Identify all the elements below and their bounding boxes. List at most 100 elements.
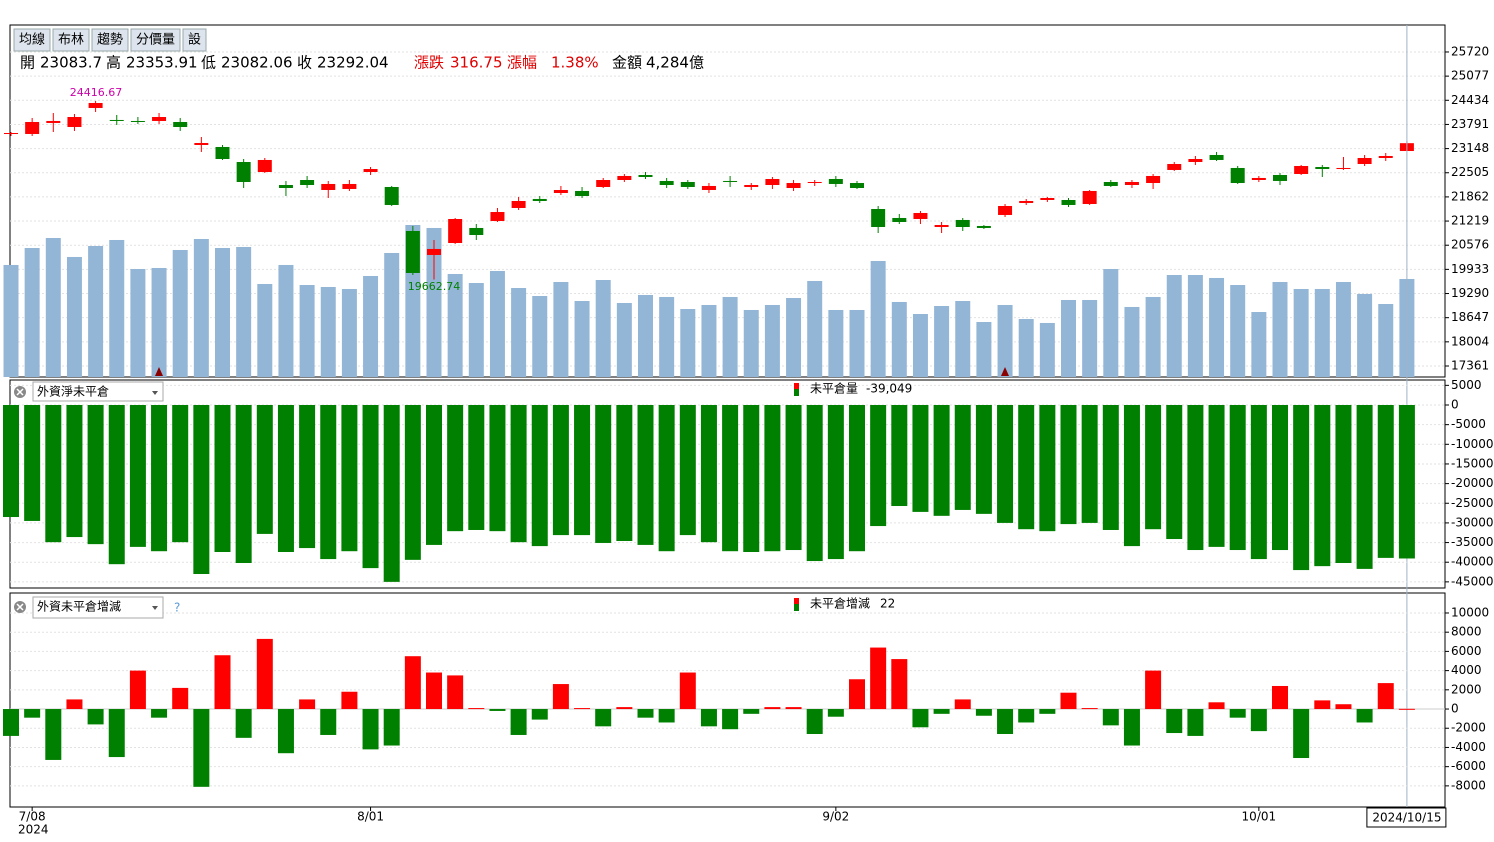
- candle-body: [723, 180, 738, 182]
- volume-bar: [1357, 293, 1373, 377]
- toolbar-label[interactable]: 趨勢: [97, 33, 123, 48]
- candle-body: [659, 180, 674, 185]
- y-tick-label: 18004: [1451, 334, 1489, 348]
- candle-body: [448, 218, 463, 243]
- volume-bar: [511, 288, 527, 377]
- y-tick-label: -8000: [1451, 778, 1486, 792]
- bar: [1039, 709, 1056, 714]
- signal-marker: [1001, 367, 1009, 376]
- bar: [1377, 404, 1394, 558]
- y-tick-label: 21862: [1451, 189, 1489, 203]
- selector[interactable]: 外資淨未平倉: [37, 384, 109, 399]
- bar: [1272, 404, 1288, 551]
- volume-bar: [659, 296, 675, 377]
- bar: [531, 709, 548, 720]
- y-tick-label: 2000: [1451, 682, 1482, 696]
- bar: [1314, 700, 1331, 710]
- selector-box[interactable]: [32, 596, 164, 619]
- volume-bar: [680, 309, 696, 377]
- volume-bar: [320, 286, 336, 377]
- dropdown-arrow: [152, 606, 158, 610]
- toolbar-button[interactable]: [52, 28, 90, 52]
- bar: [299, 699, 316, 710]
- toolbar-button[interactable]: [13, 28, 51, 52]
- pct-value: 1.38%: [551, 54, 599, 72]
- candle-body: [828, 178, 843, 184]
- y-tick-label: 10000: [1451, 605, 1489, 619]
- bar: [87, 709, 104, 725]
- bar: [679, 404, 696, 536]
- candle-body: [4, 133, 18, 135]
- bar: [510, 709, 527, 735]
- bar: [849, 679, 865, 710]
- volume-bar: [638, 294, 653, 377]
- candle-body: [680, 181, 695, 187]
- year-label: 2024: [18, 823, 49, 837]
- volume-bar: [489, 270, 505, 377]
- toolbar-label[interactable]: 分價量: [136, 33, 175, 48]
- bar: [1102, 709, 1119, 726]
- selector-box[interactable]: [32, 381, 164, 402]
- toolbar-button[interactable]: [182, 28, 207, 52]
- toolbar-button[interactable]: [130, 28, 181, 52]
- bar: [912, 404, 929, 512]
- y-tick-label: 8000: [1451, 625, 1482, 639]
- candle-body: [892, 217, 907, 222]
- bar: [891, 404, 908, 507]
- legend-value: -39,049: [866, 382, 912, 396]
- bar: [849, 404, 865, 552]
- bar: [151, 709, 168, 718]
- candle-body: [342, 183, 357, 189]
- toolbar-label[interactable]: 設: [188, 32, 201, 48]
- volume-bar: [1314, 288, 1330, 377]
- x-tick-label: 7/08: [19, 810, 46, 824]
- selector[interactable]: 外資未平倉增減: [37, 599, 121, 614]
- bar: [785, 707, 802, 710]
- bar: [299, 404, 316, 549]
- toolbar-label[interactable]: 均線: [19, 32, 45, 48]
- pct-label: 漲幅: [507, 54, 537, 72]
- candle-body: [278, 184, 293, 189]
- candle-body: [1230, 167, 1245, 184]
- open-value: 23083.7: [40, 54, 102, 72]
- bar: [320, 709, 337, 735]
- y-tick-label: 0: [1451, 397, 1459, 411]
- bar: [764, 707, 781, 710]
- bar: [616, 404, 633, 541]
- bar: [912, 709, 929, 728]
- y-tick-label: 22505: [1451, 165, 1489, 179]
- volume-bar: [1061, 299, 1076, 377]
- bar: [1039, 404, 1056, 532]
- help[interactable]: ?: [174, 601, 180, 615]
- volume-bar: [807, 280, 823, 377]
- y-tick-label: 25720: [1451, 44, 1489, 58]
- candle-body: [596, 180, 611, 187]
- y-tick-label: -35000: [1451, 535, 1494, 549]
- toolbar-button[interactable]: [91, 28, 129, 52]
- volume-bar: [1272, 281, 1288, 377]
- y-tick-label: 17361: [1451, 358, 1489, 372]
- y-tick-label: 21219: [1451, 214, 1489, 228]
- signal-marker: [155, 367, 163, 376]
- bar: [447, 404, 464, 532]
- toolbar-label[interactable]: 布林: [58, 33, 84, 48]
- bar: [743, 404, 760, 552]
- bar: [1102, 404, 1119, 530]
- bar: [1187, 404, 1204, 551]
- y-tick-label: -20000: [1451, 476, 1494, 490]
- volume-bar: [257, 283, 273, 377]
- bar: [362, 404, 379, 569]
- volume-bar: [109, 239, 125, 377]
- volume-bar: [130, 268, 146, 377]
- volume-bar: [553, 281, 569, 377]
- volume-bar: [299, 284, 315, 377]
- bar: [404, 404, 421, 560]
- bar: [574, 404, 591, 536]
- y-tick-label: 19290: [1451, 286, 1489, 300]
- volume-bar: [1039, 322, 1055, 377]
- candle-body: [617, 175, 632, 181]
- bar: [1187, 709, 1204, 736]
- bar: [3, 709, 19, 736]
- bar: [426, 404, 442, 545]
